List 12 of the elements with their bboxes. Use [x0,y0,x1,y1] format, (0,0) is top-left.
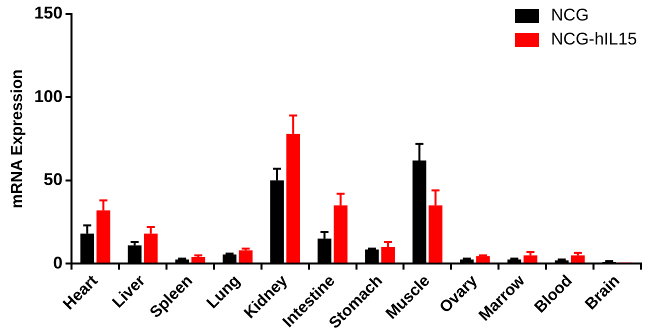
bar [191,256,206,263]
bar [571,255,585,263]
y-tick-label: 50 [44,170,63,190]
bar [238,250,253,263]
bar [476,256,490,263]
bar [524,255,538,263]
legend-label: NCG [551,6,589,25]
y-axis-title: mRNA Expression [9,69,26,208]
legend-label: NCG-hIL15 [551,30,638,49]
y-tick-label: 150 [34,4,63,23]
y-tick-label: 0 [53,253,63,272]
y-tick-label: 100 [34,86,63,106]
